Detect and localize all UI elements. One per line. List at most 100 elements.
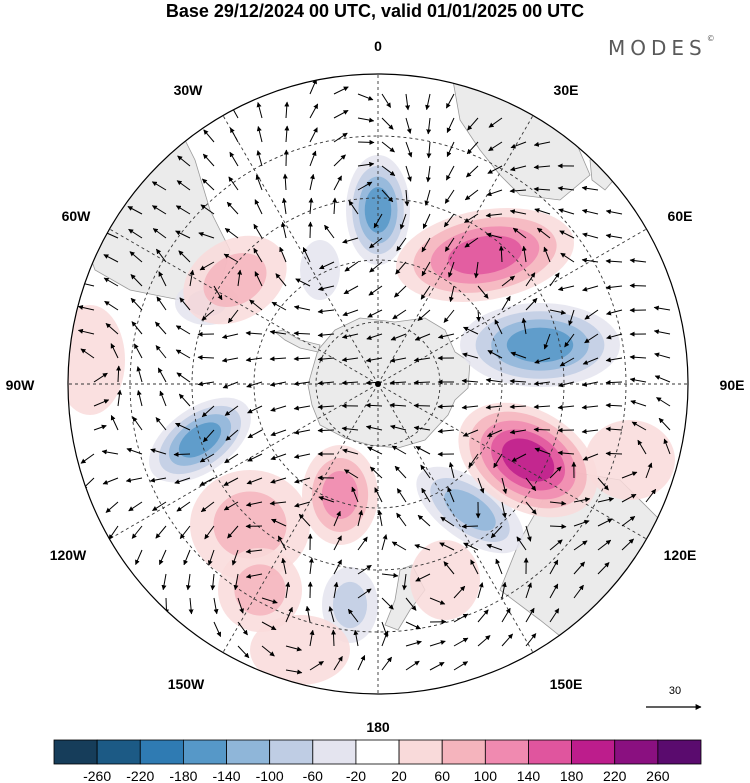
wind-vector <box>213 285 223 301</box>
wind-vector <box>110 415 119 431</box>
wind-vector <box>293 453 311 459</box>
wind-vector <box>381 189 394 203</box>
wind-vector <box>573 540 588 551</box>
wind-vector <box>357 655 366 671</box>
lon-label-60e: 60E <box>668 208 693 224</box>
wind-vector <box>490 525 503 539</box>
wind-vector <box>347 608 359 623</box>
wind-vector <box>444 237 455 252</box>
wind-vector <box>156 296 167 311</box>
wind-vector <box>405 93 410 111</box>
wind-vector <box>133 343 143 359</box>
wind-vector <box>307 221 313 239</box>
wind-vector <box>159 549 167 566</box>
wind-vector <box>392 309 407 320</box>
wind-vector <box>381 93 392 108</box>
wind-vector <box>131 321 143 335</box>
wind-vector <box>117 389 122 407</box>
wind-vector <box>317 380 335 386</box>
wind-vector <box>175 422 191 431</box>
wind-vector <box>228 176 239 191</box>
wind-vector <box>317 332 335 338</box>
wind-vector <box>525 582 532 599</box>
lon-label-90e: 90E <box>720 377 745 393</box>
wind-vector <box>202 153 215 167</box>
wind-vector <box>207 549 215 566</box>
lon-label-30e: 30E <box>554 82 579 98</box>
wind-vector <box>342 309 359 317</box>
wind-vector <box>462 352 479 359</box>
wind-vector <box>229 127 239 143</box>
wind-vector <box>293 381 311 387</box>
wind-vector <box>93 399 110 407</box>
wind-vector <box>533 164 551 170</box>
wind-vector <box>486 232 503 239</box>
wind-vector <box>80 453 95 464</box>
wind-vector <box>597 518 613 527</box>
wind-vector <box>270 477 287 484</box>
wind-vector <box>271 518 287 527</box>
wind-vector <box>443 309 455 323</box>
wind-vector <box>104 300 119 311</box>
wind-vector <box>357 181 373 191</box>
wind-vector <box>464 237 479 248</box>
wind-vector <box>295 278 311 287</box>
wind-vector <box>281 557 287 575</box>
wind-vector <box>365 402 383 408</box>
wind-vector <box>658 417 671 431</box>
wind-vector <box>568 309 575 326</box>
wind-vector <box>414 333 431 341</box>
wind-vector <box>485 212 503 218</box>
wind-vector <box>381 117 394 130</box>
wind-vector <box>175 230 191 239</box>
wind-vector <box>152 501 167 512</box>
wind-vector <box>621 538 634 551</box>
wind-vector <box>149 477 167 483</box>
wind-vector <box>333 175 342 191</box>
anomaly-contour <box>410 540 480 620</box>
wind-vector <box>549 309 567 315</box>
colorbar-swatch <box>571 739 616 765</box>
wind-vector <box>281 197 287 215</box>
wind-vector <box>533 141 551 147</box>
colorbar-tick-label: -220 <box>126 768 154 783</box>
wind-vector <box>654 352 671 359</box>
wind-vector <box>485 377 503 383</box>
wind-vector <box>467 117 479 131</box>
wind-vector <box>605 258 623 264</box>
wind-vector <box>426 141 432 159</box>
wind-vector <box>93 372 108 383</box>
wind-vector <box>525 607 535 623</box>
wind-vector <box>199 453 215 463</box>
wind-vector <box>158 271 167 287</box>
wind-vector <box>549 466 562 479</box>
wind-vector <box>237 269 243 287</box>
wind-vector <box>178 250 191 263</box>
wind-vector <box>343 285 359 295</box>
wind-vector <box>246 381 263 388</box>
wind-vector <box>463 326 479 335</box>
wind-vector <box>302 247 311 263</box>
wind-vector <box>415 573 431 582</box>
wind-vector <box>132 416 143 431</box>
wind-vector <box>525 477 537 492</box>
wind-vector <box>509 209 527 215</box>
wind-vector <box>631 421 647 431</box>
colorbar-swatch <box>398 739 443 765</box>
wind-vector <box>93 424 107 431</box>
wind-vector <box>557 186 575 191</box>
wind-vector <box>573 497 591 503</box>
wind-vector <box>269 500 287 506</box>
wind-vector <box>203 129 215 143</box>
wind-vector <box>402 573 408 591</box>
wind-vector <box>261 645 275 657</box>
wind-vector <box>473 261 479 279</box>
wind-vector <box>501 477 508 494</box>
wind-vector <box>422 213 431 229</box>
wind-vector <box>597 539 612 551</box>
wind-vector <box>486 189 503 197</box>
wind-vector <box>501 633 513 647</box>
wind-vector <box>213 621 222 638</box>
anomaly-contour <box>234 564 286 616</box>
anomaly-contour <box>68 305 125 415</box>
